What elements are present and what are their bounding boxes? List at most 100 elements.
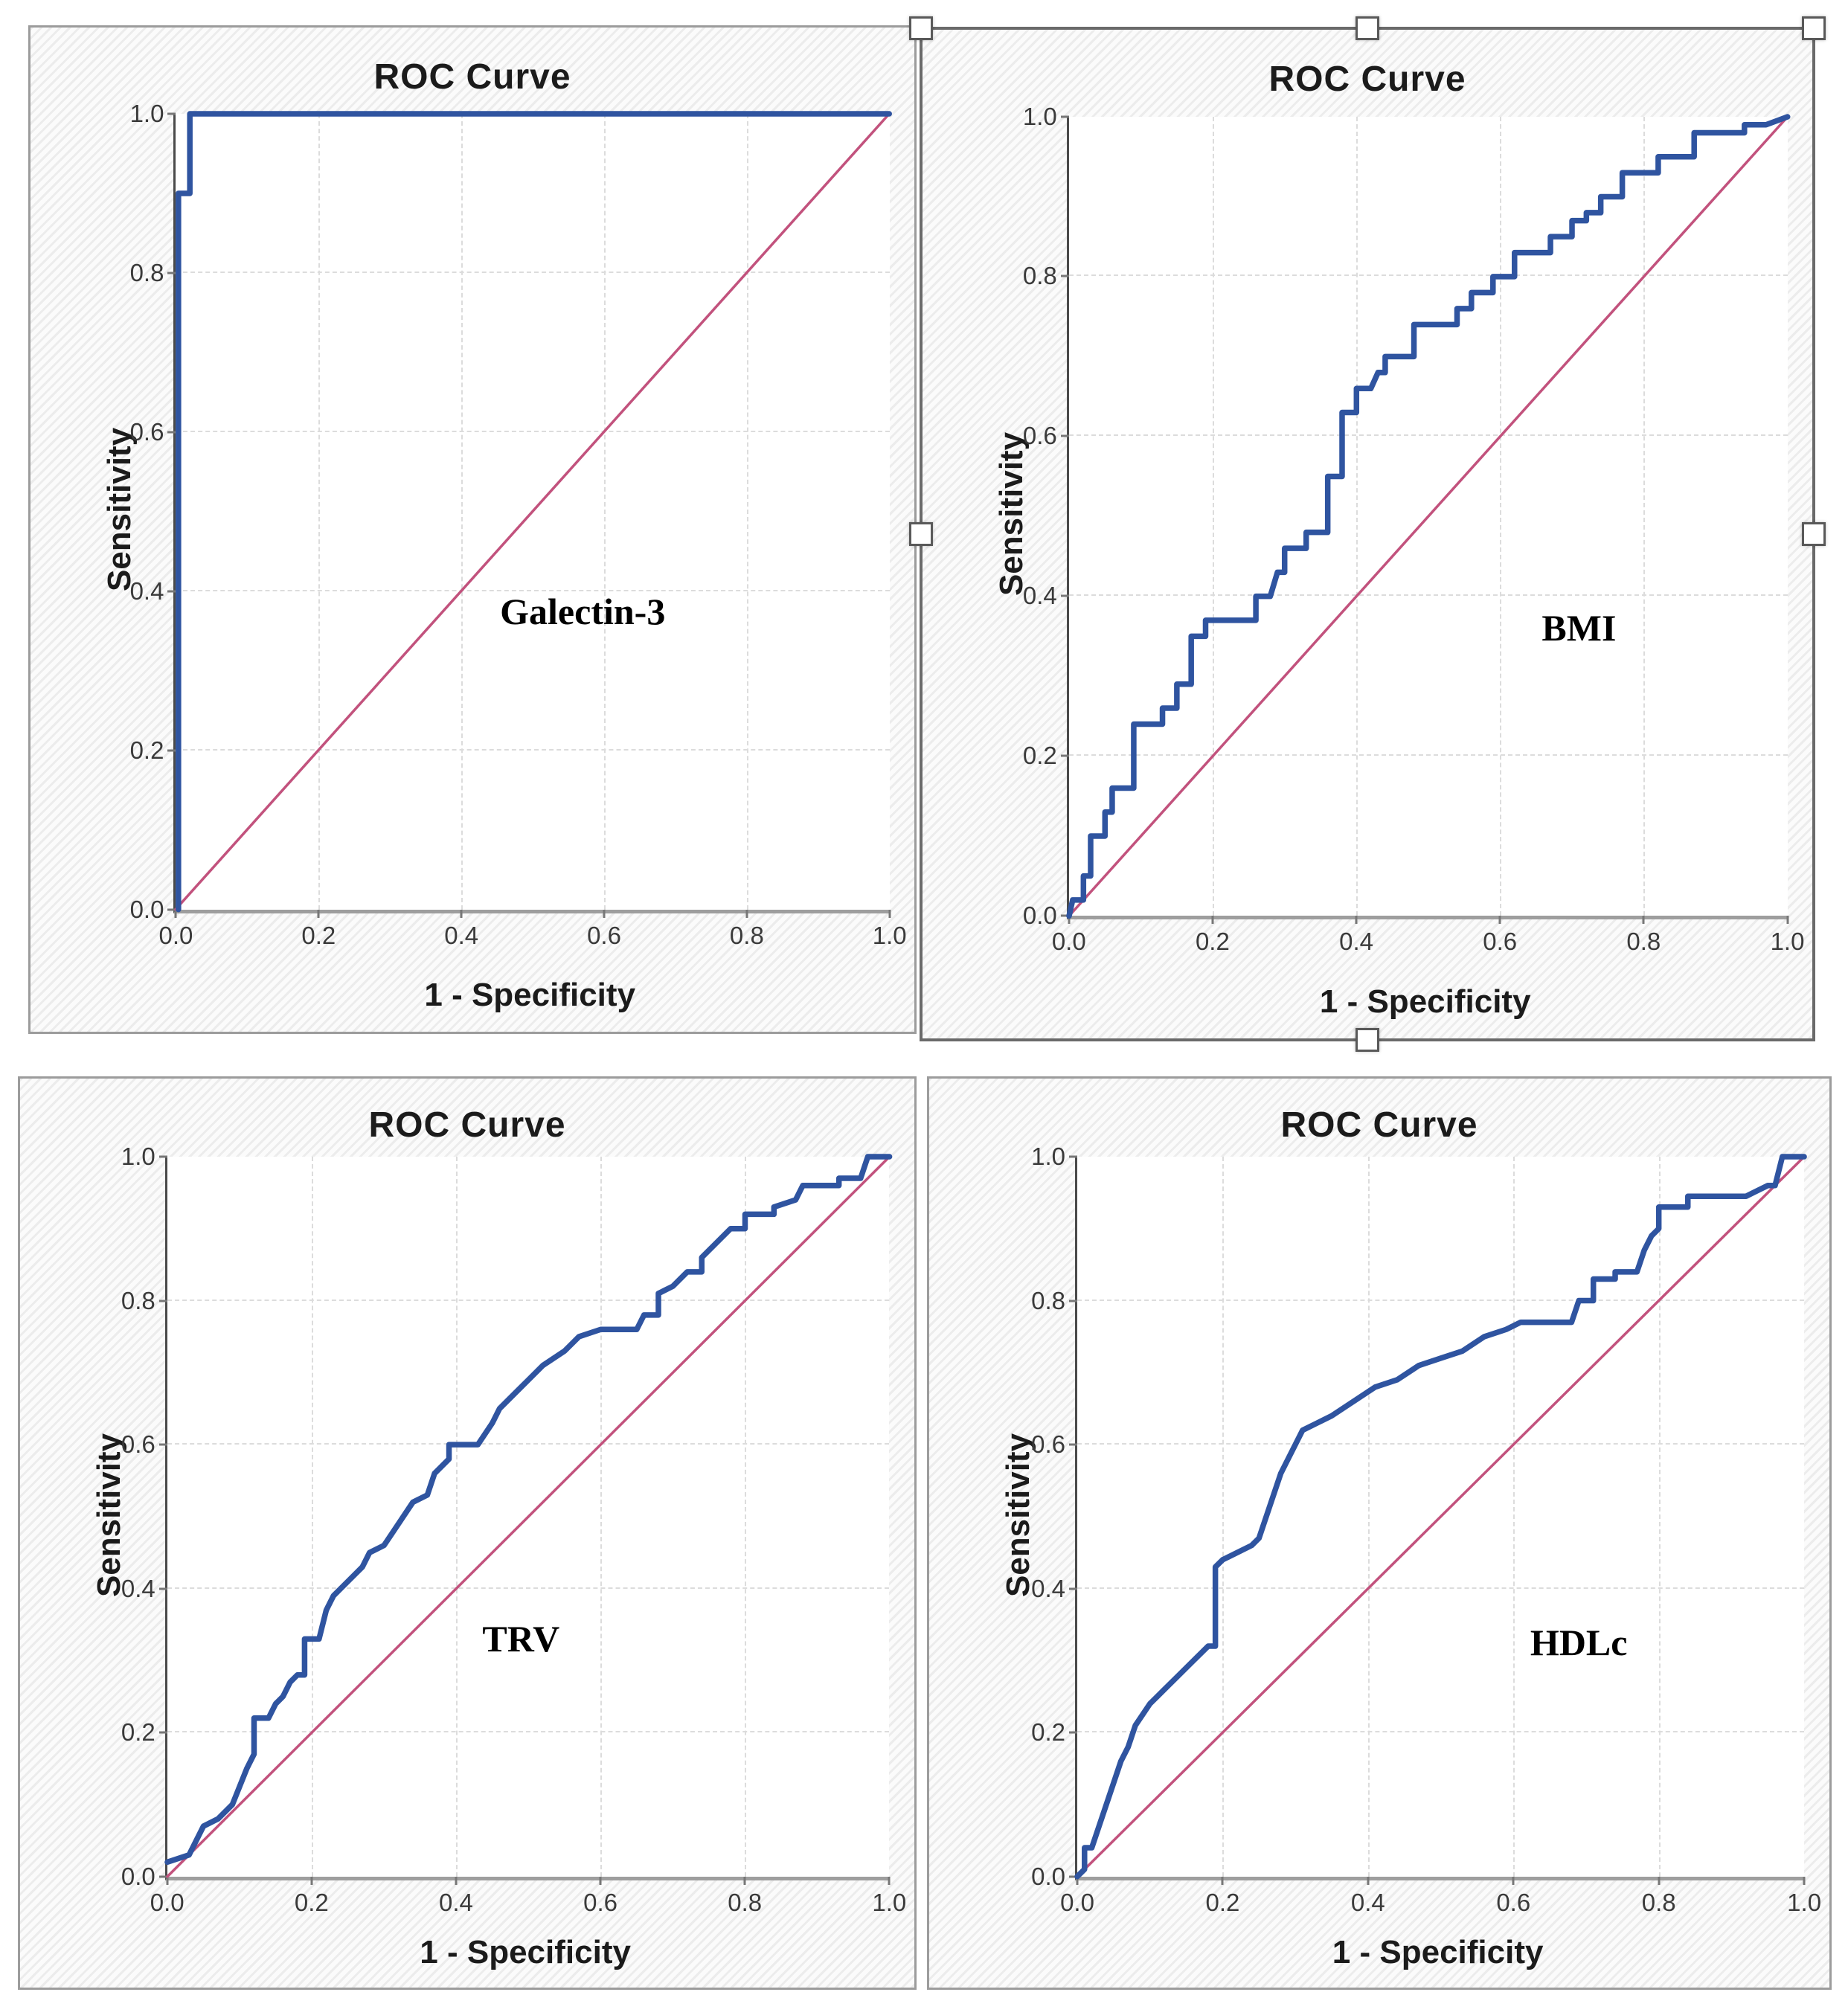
- y-tick-label: 1.0: [129, 100, 164, 128]
- y-tick-mark: [1060, 115, 1069, 118]
- y-tick-mark: [158, 1443, 167, 1446]
- y-tick-mark: [158, 1587, 167, 1590]
- roc-curve-line: [167, 1157, 890, 1862]
- x-tick-label: 0.6: [1483, 927, 1518, 955]
- x-tick-mark: [166, 1876, 169, 1885]
- y-tick-label: 0.4: [129, 576, 164, 605]
- gridline-horizontal: [167, 1731, 890, 1733]
- y-tick-mark: [1060, 594, 1069, 597]
- x-tick-mark: [599, 1876, 602, 1885]
- gridline-vertical: [461, 114, 463, 910]
- x-tick-mark: [1512, 1876, 1515, 1885]
- selection-handle-top-right[interactable]: [1802, 16, 1826, 40]
- x-tick-mark: [888, 1876, 891, 1885]
- y-tick-mark: [158, 1875, 167, 1878]
- selection-handle-middle-left[interactable]: [909, 522, 933, 546]
- x-tick-label: 1.0: [872, 921, 907, 949]
- figure-hdlc[interactable]: ROC Curve Sensitivity 0.0 0.2 0.4 0.6 0.8 1.0…: [927, 1076, 1832, 1990]
- gridline-vertical: [600, 1157, 603, 1877]
- y-tick-label: 0.2: [121, 1718, 155, 1747]
- selection-handle-top-left[interactable]: [909, 16, 933, 40]
- y-tick-mark: [1060, 754, 1069, 757]
- x-tick-mark: [1068, 915, 1071, 924]
- x-tick-label: 0.8: [1626, 927, 1661, 955]
- y-tick-label: 0.4: [121, 1574, 155, 1602]
- y-tick-mark: [1069, 1587, 1078, 1590]
- x-tick-mark: [455, 1876, 458, 1885]
- y-tick-label: 1.0: [1031, 1143, 1066, 1171]
- x-tick-mark: [1498, 915, 1501, 924]
- gridline-vertical: [1643, 116, 1646, 916]
- y-tick-label: 0.4: [1022, 582, 1057, 610]
- y-tick-mark: [167, 908, 176, 911]
- x-tick-mark: [1642, 915, 1645, 924]
- reference-line: [167, 1157, 890, 1877]
- roc-plot-canvas: [1069, 117, 1788, 916]
- y-tick-mark: [1069, 1443, 1078, 1446]
- gridline-vertical: [1356, 116, 1358, 916]
- x-tick-label: 0.0: [1060, 1888, 1094, 1916]
- y-axis-label: Sensitivity: [100, 427, 138, 592]
- x-tick-label: 0.8: [729, 921, 764, 949]
- x-tick-label: 0.2: [301, 921, 336, 949]
- y-tick-mark: [1060, 274, 1069, 277]
- gridline-horizontal: [1077, 1587, 1805, 1589]
- x-tick-mark: [1076, 1876, 1079, 1885]
- gridline-vertical: [311, 1157, 313, 1877]
- x-tick-label: 0.6: [1496, 1888, 1531, 1916]
- x-tick-label: 0.4: [439, 1888, 473, 1916]
- x-tick-mark: [1221, 1876, 1224, 1885]
- y-tick-mark: [167, 590, 176, 593]
- gridline-horizontal: [1077, 1731, 1805, 1733]
- curve-annotation: TRV: [482, 1618, 560, 1660]
- roc-plot-canvas: [1077, 1157, 1804, 1877]
- x-tick-label: 0.6: [583, 1888, 618, 1916]
- y-tick-mark: [1069, 1155, 1078, 1158]
- y-tick-label: 0.2: [1031, 1718, 1066, 1747]
- x-tick-label: 0.6: [587, 921, 621, 949]
- x-tick-mark: [1786, 915, 1788, 924]
- x-tick-mark: [1658, 1876, 1661, 1885]
- y-tick-label: 0.6: [1031, 1430, 1066, 1459]
- curve-annotation: HDLc: [1530, 1622, 1628, 1664]
- x-tick-mark: [310, 1876, 313, 1885]
- figure-galectin3[interactable]: ROC Curve Sensitivity 0.0 0.2 0.4 0.6 0.8 1.0…: [28, 25, 917, 1034]
- x-tick-label: 1.0: [872, 1888, 907, 1916]
- x-axis-label: 1 - Specificity: [1319, 983, 1531, 1020]
- y-tick-mark: [167, 431, 176, 434]
- reference-line: [176, 114, 889, 910]
- y-tick-label: 0.6: [1022, 422, 1057, 450]
- gridline-vertical: [318, 114, 321, 910]
- x-tick-label: 0.4: [1339, 927, 1373, 955]
- x-tick-label: 1.0: [1770, 927, 1805, 955]
- x-tick-label: 0.0: [158, 921, 193, 949]
- selection-handle-bottom-center[interactable]: [1355, 1028, 1379, 1052]
- gridline-vertical: [745, 1157, 747, 1877]
- x-tick-label: 0.2: [294, 1888, 329, 1916]
- reference-line: [1077, 1157, 1804, 1877]
- chart-title: ROC Curve: [368, 1105, 566, 1146]
- gridline-vertical: [604, 114, 606, 910]
- figure-trv[interactable]: ROC Curve Sensitivity 0.0 0.2 0.4 0.6 0.8 1.0…: [18, 1076, 917, 1990]
- selection-handle-middle-right[interactable]: [1802, 522, 1826, 546]
- gridline-vertical: [1500, 116, 1502, 916]
- y-tick-label: 0.0: [129, 895, 164, 923]
- gridline-horizontal: [167, 1299, 890, 1301]
- x-tick-mark: [603, 909, 606, 918]
- x-tick-label: 0.0: [150, 1888, 185, 1916]
- y-tick-label: 0.0: [1022, 901, 1057, 929]
- x-tick-mark: [745, 909, 748, 918]
- gridline-horizontal: [167, 1443, 890, 1445]
- y-tick-label: 0.0: [1031, 1862, 1066, 1890]
- y-tick-label: 0.0: [121, 1862, 155, 1890]
- x-tick-label: 1.0: [1787, 1888, 1822, 1916]
- y-tick-label: 1.0: [121, 1143, 155, 1171]
- gridline-horizontal: [1068, 754, 1788, 756]
- gridline-horizontal: [176, 272, 890, 274]
- x-tick-label: 0.4: [1350, 1888, 1385, 1916]
- curve-annotation: Galectin-3: [500, 590, 666, 632]
- x-tick-label: 0.2: [1195, 927, 1230, 955]
- selection-handle-top-center[interactable]: [1355, 16, 1379, 40]
- figure-bmi[interactable]: ROC Curve Sensitivity 0.0 0.2 0.4 0.6 0.8 1.0…: [909, 16, 1826, 1052]
- y-tick-mark: [158, 1731, 167, 1734]
